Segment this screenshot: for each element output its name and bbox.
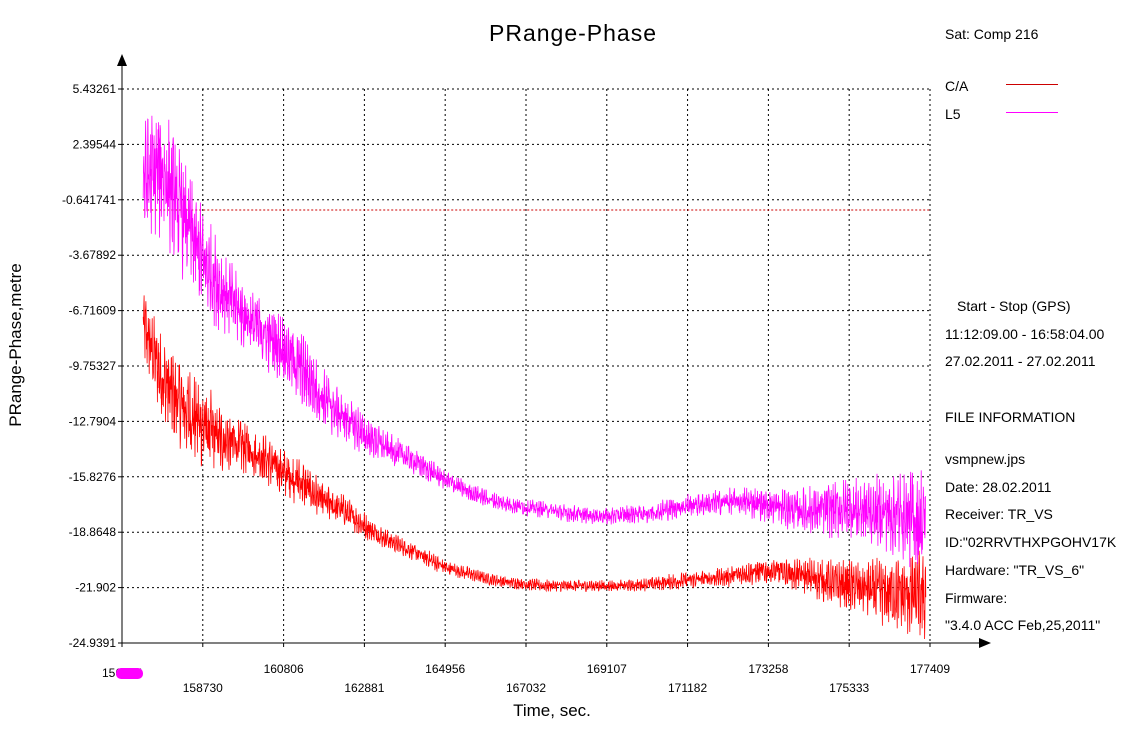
x-axis-arrow (979, 638, 991, 648)
x-tick-label-upper: 177409 (910, 662, 950, 676)
y-axis-arrow (117, 54, 127, 66)
legend-label-l5: L5 (945, 106, 961, 122)
hardware: Hardware: "TR_VS_6" (945, 562, 1085, 578)
satellite-label: Sat: Comp 216 (945, 26, 1039, 42)
x-tick-label-upper: 169107 (587, 662, 627, 676)
y-tick-label: 5.43261 (73, 82, 117, 96)
x-tick-label-upper: 173258 (748, 662, 788, 676)
x-tick-label-upper: 160806 (264, 662, 304, 676)
file-date: Date: 28.02.2011 (945, 479, 1052, 495)
x-axis-label: Time, sec. (513, 701, 591, 720)
y-tick-label: -3.67892 (69, 248, 117, 262)
grid (122, 88, 931, 643)
chart-title: PRange-Phase (489, 20, 657, 46)
legend-swatch-l5 (1006, 112, 1058, 113)
y-ticks: 5.43261 2.39544 -0.641741 -3.67892 -6.71609 -… (62, 82, 122, 650)
x-ticks: 1566551608061649561691071732581774091587… (102, 643, 950, 695)
y-tick-label: 2.39544 (73, 137, 117, 151)
scroll-indicator[interactable] (116, 668, 143, 679)
x-tick-label-lower: 171182 (668, 681, 707, 695)
y-tick-label: -12.7904 (69, 414, 117, 428)
y-tick-label: -24.9391 (69, 636, 117, 650)
date-range: 27.02.2011 - 27.02.2011 (945, 353, 1096, 369)
y-tick-label: -18.8648 (69, 525, 117, 539)
y-tick-label: -9.75327 (69, 359, 117, 373)
x-tick-label-lower: 158730 (183, 681, 223, 695)
x-tick-label-upper: 164956 (425, 662, 465, 676)
series-line-ca (142, 295, 927, 640)
y-axis-label: PRange-Phase,metre (6, 263, 25, 426)
start-stop-label: Start - Stop (GPS) (957, 298, 1071, 314)
firmware-value: "3.4.0 ACC Feb,25,2011" (945, 617, 1101, 633)
axes (117, 54, 991, 648)
legend-swatch-ca (1006, 84, 1058, 85)
file-name: vsmpnew.jps (945, 451, 1026, 467)
x-tick-label-lower: 167032 (506, 681, 546, 695)
y-tick-label: -6.71609 (69, 304, 117, 318)
firmware-label: Firmware: (945, 590, 1008, 606)
file-info-heading: FILE INFORMATION (945, 409, 1076, 425)
legend-label-ca: C/A (945, 78, 969, 94)
time-range: 11:12:09.00 - 16:58:04.00 (945, 326, 1105, 342)
series-line-l5 (142, 115, 927, 568)
receiver-id: ID:"02RRVTHXPGOHV17K (945, 534, 1117, 550)
y-tick-label: -0.641741 (62, 193, 116, 207)
y-tick-label: -21.902 (75, 581, 116, 595)
y-tick-label: -15.8276 (69, 470, 117, 484)
series-layer (142, 115, 927, 640)
x-tick-label-lower: 175333 (829, 681, 869, 695)
receiver: Receiver: TR_VS (945, 506, 1053, 522)
x-tick-label-lower: 162881 (344, 681, 384, 695)
